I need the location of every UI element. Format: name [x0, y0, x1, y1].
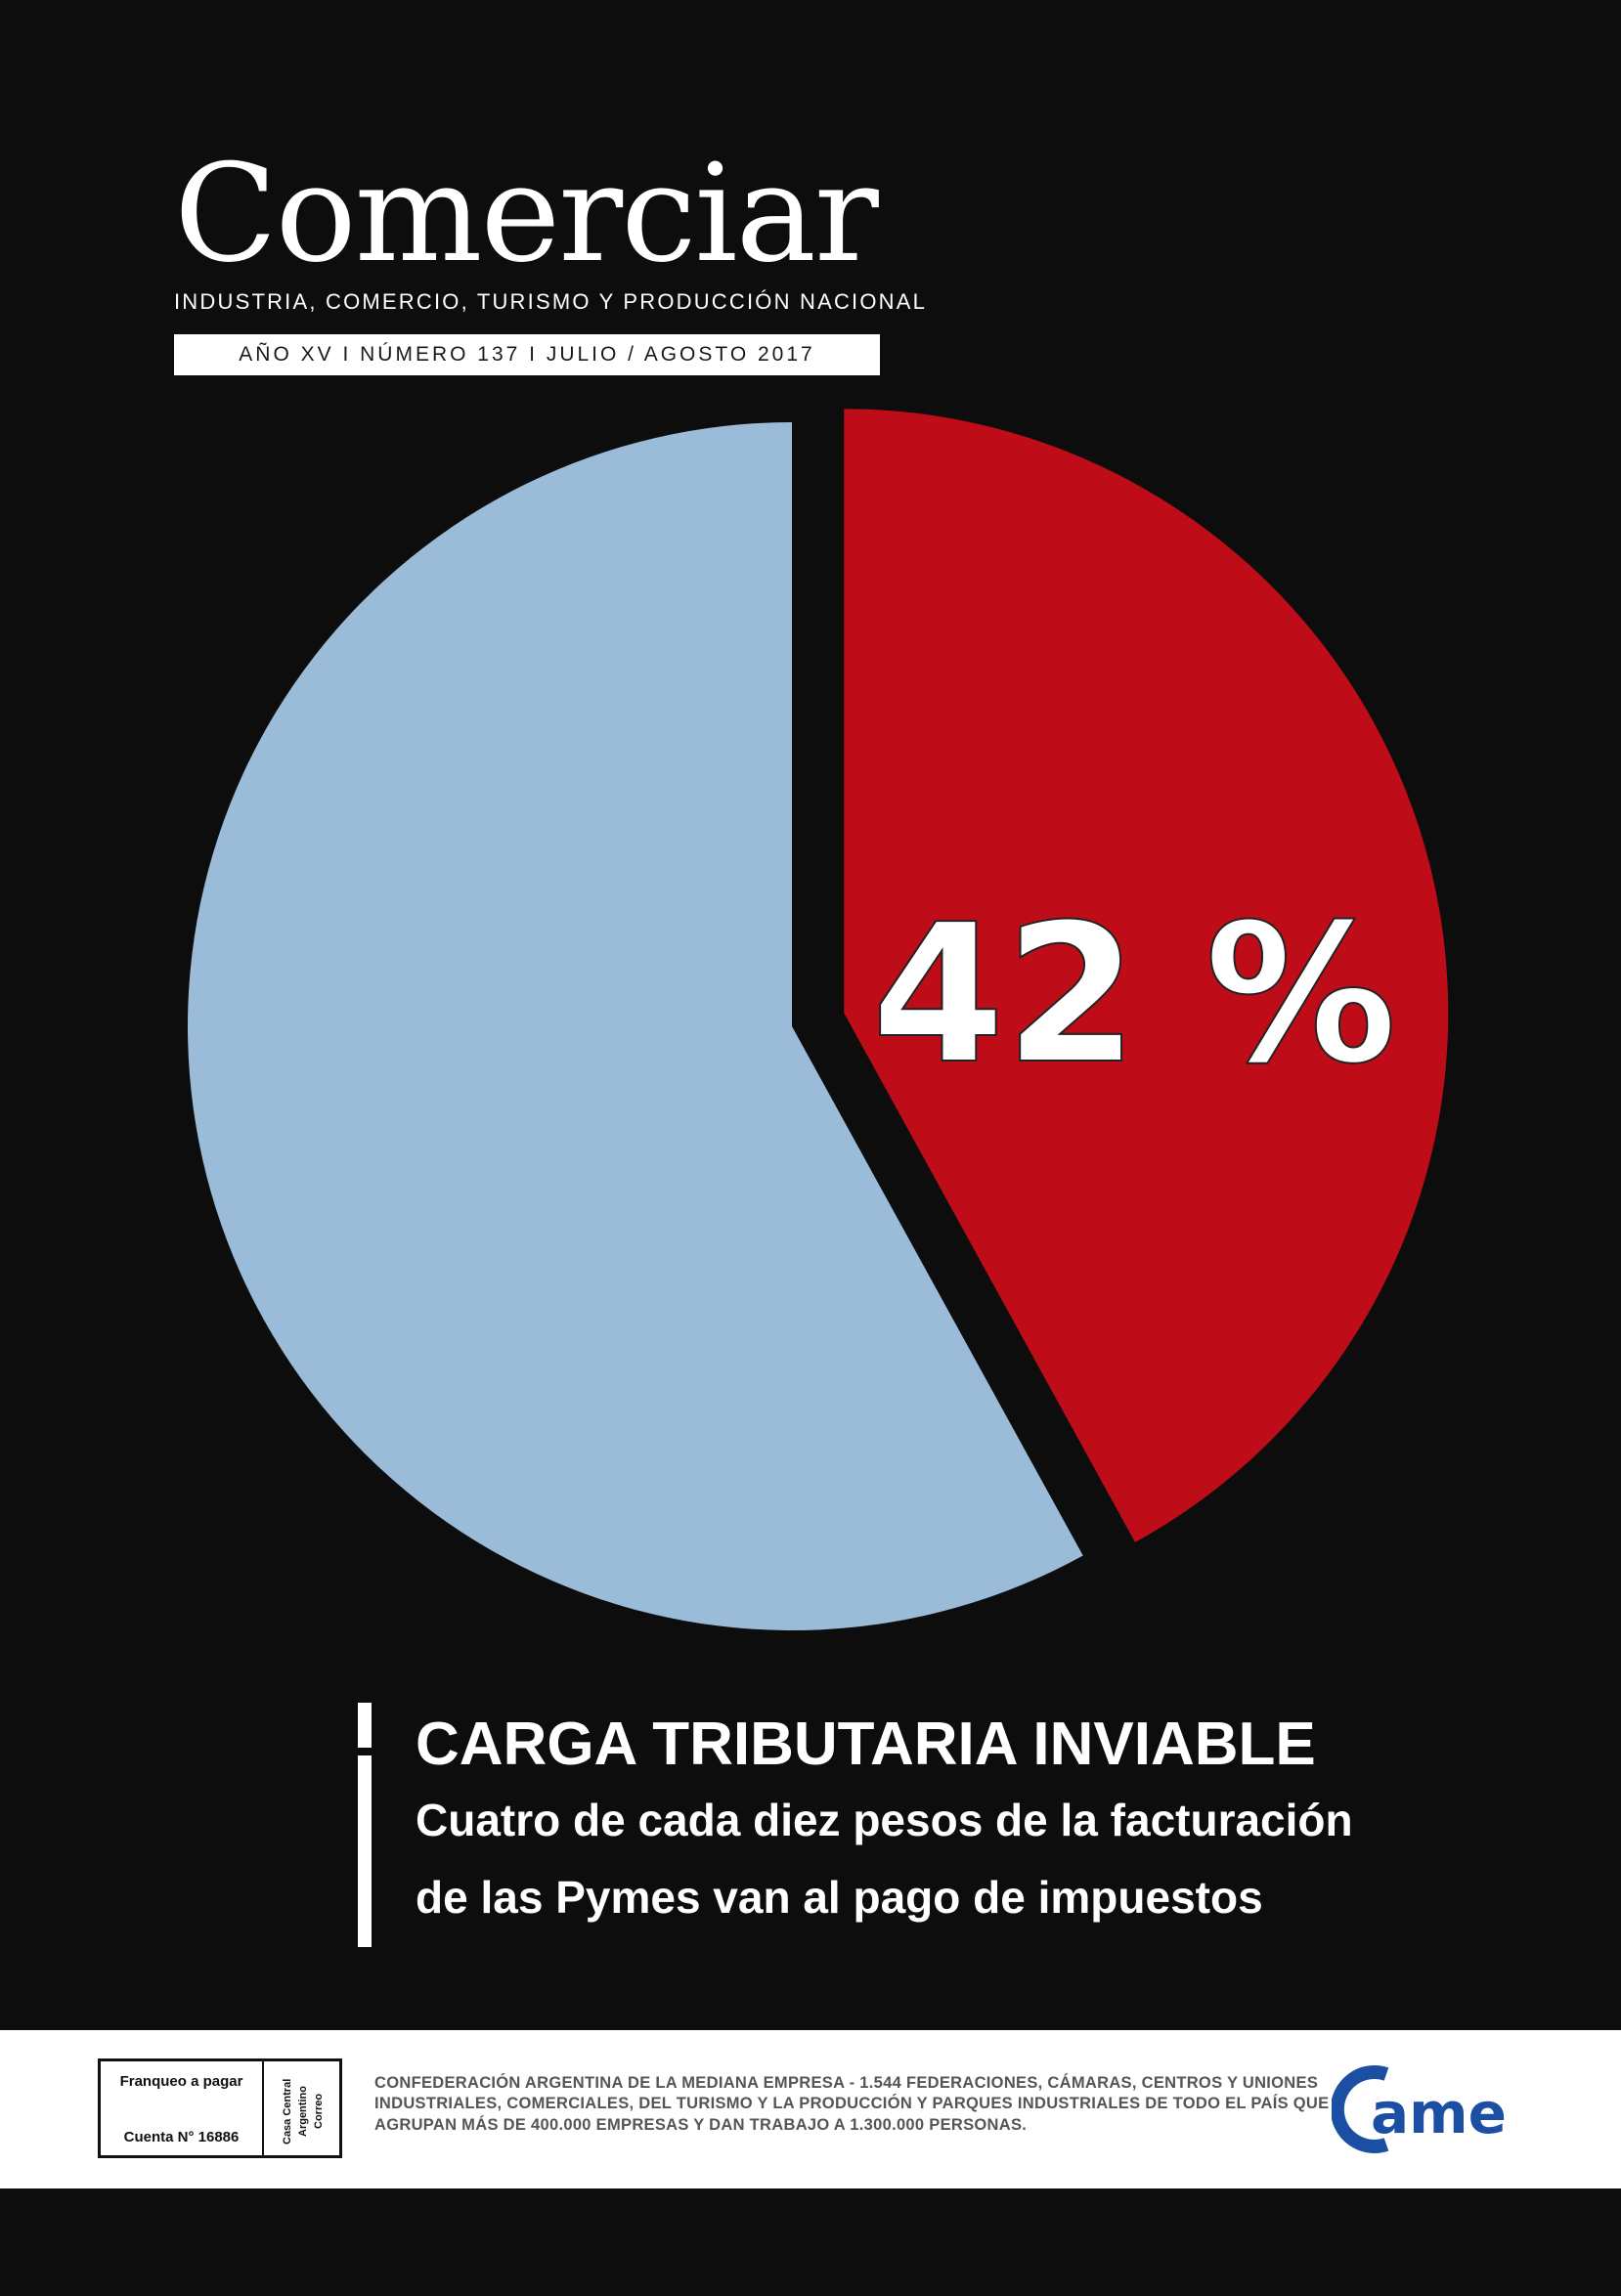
postage-side-line-3: Casa Central — [282, 2078, 293, 2144]
footer-band: Franqueo a pagar Cuenta N° 16886 Casa Ce… — [0, 2030, 1621, 2188]
came-logo-text: ame — [1371, 2080, 1507, 2146]
pie-slice-1 — [844, 409, 1449, 1542]
bottom-strip — [0, 2188, 1621, 2296]
headline-subtitle-line-1: Cuatro de cada diez pesos de la facturac… — [416, 1795, 1353, 1846]
magazine-tagline: INDUSTRIA, COMERCIO, TURISMO Y PRODUCCIÓ… — [174, 289, 928, 314]
headline-subtitle: Cuatro de cada diez pesos de la facturac… — [416, 1782, 1569, 1936]
headline-subtitle-line-2: de las Pymes van al pago de impuestos — [416, 1872, 1263, 1924]
headline-title: CARGA TRIBUTARIA INVIABLE — [416, 1711, 1316, 1778]
postage-side-line-2: Argentino — [297, 2086, 309, 2137]
pie-data-label: 42 % — [871, 884, 1396, 1106]
issue-bar: AÑO XV I NÚMERO 137 I JULIO / AGOSTO 201… — [174, 334, 880, 375]
footer-description: CONFEDERACIÓN ARGENTINA DE LA MEDIANA EM… — [374, 2074, 1330, 2134]
postage-box: Franqueo a pagar Cuenta N° 16886 Casa Ce… — [98, 2058, 342, 2158]
masthead: Comerciar INDUSTRIA, COMERCIO, TURISMO Y… — [174, 135, 928, 375]
magazine-logo: Comerciar — [174, 135, 879, 292]
came-logo: ame — [1332, 2065, 1507, 2153]
issue-info: AÑO XV I NÚMERO 137 I JULIO / AGOSTO 201… — [239, 343, 815, 366]
postage-side: Casa Central Argentino Correo — [269, 2069, 337, 2153]
pie-slice-2 — [187, 422, 1083, 1630]
came-logo-c-icon — [1332, 2065, 1389, 2153]
headline-block: CARGA TRIBUTARIA INVIABLE Cuatro de cada… — [416, 1712, 1569, 1936]
postage-side-line-1: Correo — [313, 2093, 325, 2130]
postage-main: Franqueo a pagar Cuenta N° 16886 — [101, 2061, 264, 2155]
postage-account: Cuenta N° 16886 — [123, 2129, 240, 2145]
postage-label: Franqueo a pagar — [119, 2073, 243, 2090]
headline-accent-bar — [358, 1703, 372, 1947]
